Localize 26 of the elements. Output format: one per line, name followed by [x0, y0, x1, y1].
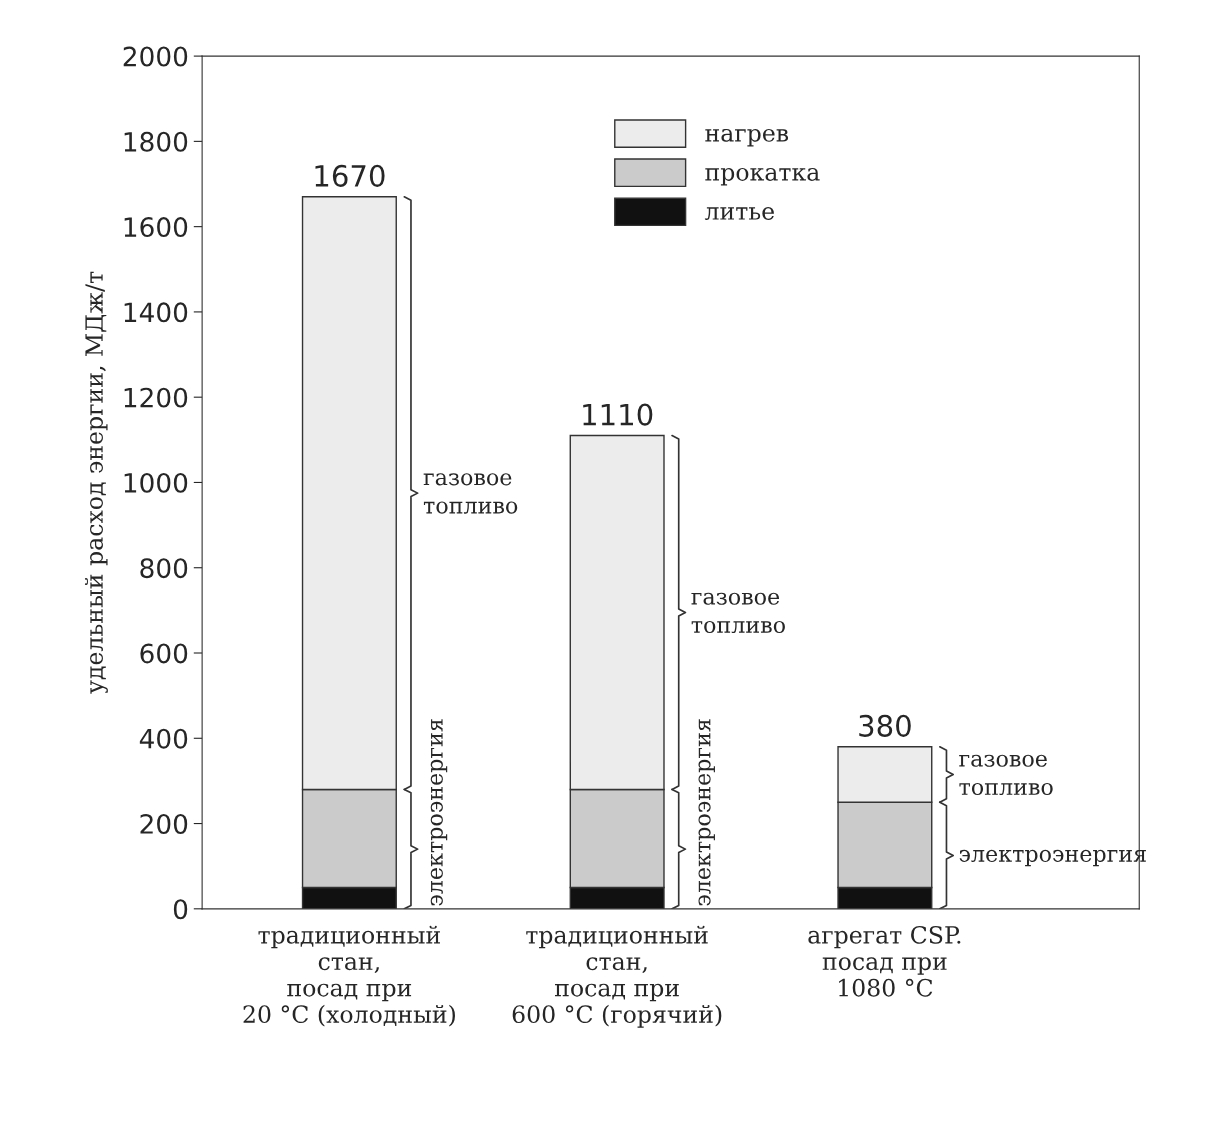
legend-label: нагрев — [705, 128, 789, 147]
annotation: газовое топливо — [959, 754, 1053, 796]
total-label: 380 — [859, 714, 911, 737]
annotation: газовое топливо — [691, 592, 785, 634]
annotation: электроэнергия — [698, 719, 715, 906]
legend-label: литье — [704, 207, 774, 220]
y-tick-label: 400 — [139, 728, 188, 749]
y-tick-label: 200 — [140, 813, 188, 834]
x-tick-label: агрегат CSP. посад при 1080 °C — [808, 925, 961, 997]
y-tick-label: 0 — [173, 899, 188, 920]
y-tick-label: 1200 — [124, 387, 188, 408]
annotation: газовое топливо — [423, 473, 518, 514]
total-label: 1110 — [583, 403, 653, 426]
y-tick-label: 800 — [140, 558, 188, 579]
annotation: электроэнергия — [430, 719, 448, 906]
y-tick-label: 600 — [140, 643, 188, 664]
y-tick-label: 1400 — [124, 302, 188, 323]
total-label: 1670 — [315, 164, 385, 187]
y-tick-label: 1800 — [124, 131, 188, 152]
y-tick-label: 2000 — [123, 46, 188, 67]
x-tick-label: традиционный стан, посад при 20 °C (холодный) — [243, 925, 455, 1027]
y-axis-title: удельный расход энергии, МДж/т — [84, 271, 108, 694]
y-tick-label: 1000 — [124, 472, 188, 493]
y-tick-label: 1600 — [124, 217, 188, 238]
x-tick-label: традиционный стан, посад при 600 °C (горячий) — [512, 925, 722, 1028]
legend-label: прокатка — [705, 167, 820, 186]
